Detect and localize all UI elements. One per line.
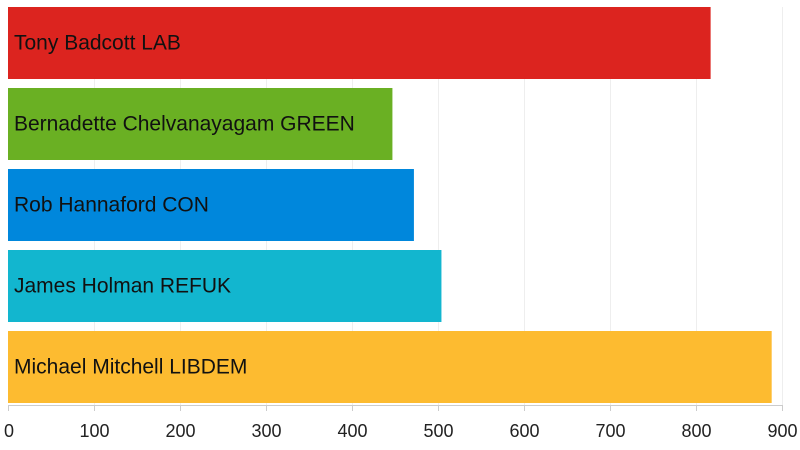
- bar: [8, 250, 442, 322]
- x-tick-label: 900: [767, 421, 797, 441]
- bar-labels: Tony Badcott LAB Bernadette Chelvanayagam…: [14, 32, 355, 379]
- x-tick-label: 600: [509, 421, 539, 441]
- bar-label: Tony Badcott LAB: [14, 32, 181, 55]
- x-tick-label: 400: [337, 421, 367, 441]
- x-tick-label: 800: [681, 421, 711, 441]
- bar-label: Rob Hannaford CON: [14, 194, 209, 217]
- x-axis: 0 100 200 300 400 500 600 700 800 900: [4, 405, 798, 441]
- bar-label: Michael Mitchell LIBDEM: [14, 356, 247, 379]
- x-tick-label: 100: [79, 421, 109, 441]
- bar: [8, 7, 711, 79]
- bar: [8, 169, 414, 241]
- bars: [8, 7, 772, 403]
- bar-label: James Holman REFUK: [14, 275, 231, 298]
- x-tick-label: 700: [595, 421, 625, 441]
- x-tick-label: 0: [4, 421, 14, 441]
- bar-label: Bernadette Chelvanayagam GREEN: [14, 113, 355, 136]
- bar: [8, 331, 772, 403]
- x-tick-label: 500: [423, 421, 453, 441]
- bar: [8, 88, 393, 160]
- x-tick-label: 300: [251, 421, 281, 441]
- x-tick-label: 200: [165, 421, 195, 441]
